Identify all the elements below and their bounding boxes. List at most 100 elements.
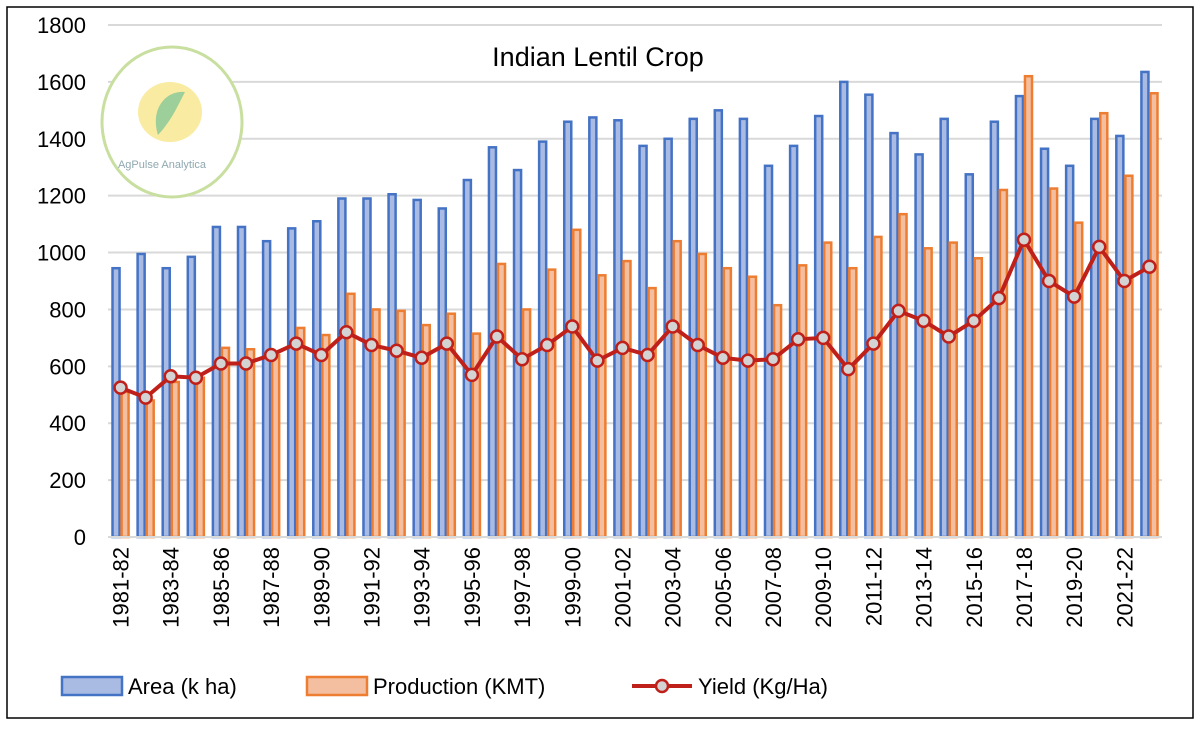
yield-point [966, 313, 982, 329]
bar-area [1140, 70, 1150, 539]
bar-area [236, 225, 247, 539]
x-tick-label: 2003-04 [661, 547, 686, 628]
bar-production [722, 266, 733, 539]
bar-area [688, 117, 698, 539]
bar-production [998, 188, 1009, 539]
bar-area [989, 120, 1000, 539]
bar-area [613, 119, 623, 539]
bar-area [211, 225, 222, 539]
bar-area [663, 137, 673, 539]
x-tick-label: 2011-12 [861, 547, 886, 626]
yield-point [1066, 289, 1082, 304]
x-tick-label: 1997-98 [510, 547, 535, 628]
yield-point [765, 351, 781, 367]
bar-area [839, 80, 849, 539]
x-tick-label: 1999-00 [560, 547, 585, 628]
bar-area [261, 239, 272, 539]
bar-production [948, 241, 958, 539]
legend-swatch [60, 675, 124, 697]
yield-point [1041, 273, 1057, 289]
yield-point [238, 356, 254, 371]
x-tick-label: 1989-90 [309, 547, 334, 628]
yield-point [188, 370, 204, 385]
yield-point [565, 319, 580, 334]
bar-area [362, 197, 372, 539]
legend-marker [654, 678, 670, 694]
x-tick-label: 1981-82 [109, 547, 134, 628]
legend: Area (k ha) Production (KMT) Yield (Kg/Ha) [60, 674, 828, 699]
bar-area [1039, 147, 1050, 539]
bar-production [270, 353, 281, 539]
bar-production [145, 399, 155, 539]
bar-production [797, 264, 808, 539]
bar-area [1089, 117, 1100, 539]
yield-point [665, 319, 680, 334]
x-tick-label: 1993-94 [410, 547, 435, 628]
bar-production [1124, 174, 1134, 539]
bar-production [622, 259, 632, 539]
bar-production [1073, 221, 1084, 539]
yield-point [539, 337, 555, 353]
y-tick-label: 1800 [37, 13, 86, 38]
bar-production [898, 212, 908, 539]
bar-area [111, 266, 121, 539]
yield-point [1016, 232, 1032, 248]
bar-area [387, 192, 397, 539]
yield-point [1092, 239, 1107, 255]
y-tick-label: 600 [49, 354, 86, 379]
bar-production [697, 252, 708, 539]
yield-point [514, 351, 530, 367]
bar-production [295, 326, 306, 539]
y-tick-label: 200 [49, 468, 86, 493]
bar-production [772, 303, 783, 539]
bar-area [312, 220, 322, 539]
bar-area [186, 255, 197, 539]
bar-production [546, 268, 557, 539]
yield-point [640, 347, 655, 363]
x-tick-label: 2021-22 [1112, 547, 1137, 628]
bar-production [672, 239, 682, 539]
yield-point [941, 329, 956, 344]
bar-area [161, 266, 171, 539]
bar-production [195, 376, 206, 539]
yield-point [213, 356, 229, 371]
bar-area [462, 178, 473, 539]
bar-area [412, 198, 422, 539]
y-tick-label: 0 [74, 525, 86, 550]
y-tick-label: 1200 [37, 184, 86, 209]
yield-point [464, 367, 480, 383]
x-tick-label: 2013-14 [912, 547, 937, 628]
bar-area [813, 114, 824, 539]
yield-point [339, 324, 354, 340]
bar-production [496, 262, 507, 539]
bar-area [337, 197, 347, 539]
yield-point [891, 303, 906, 319]
yield-point [414, 350, 429, 366]
bar-production [1099, 111, 1109, 539]
bar-production [572, 228, 582, 539]
yield-point [615, 340, 630, 356]
y-tick-label: 1000 [37, 241, 86, 266]
legend-label: Yield (Kg/Ha) [698, 674, 828, 699]
x-tick-label: 2005-06 [711, 547, 736, 628]
logo: AgPulse Analytica [100, 45, 244, 199]
yield-point [389, 343, 404, 358]
bar-production [321, 333, 331, 539]
bar-area [713, 109, 724, 539]
bar-area [939, 117, 949, 539]
y-tick-label: 400 [49, 411, 86, 436]
x-tick-label: 1995-96 [460, 547, 485, 628]
yield-point [263, 347, 279, 363]
y-tick-label: 1400 [37, 127, 86, 152]
bar-area [588, 116, 598, 539]
y-tick-label: 800 [49, 297, 86, 322]
bar-production [923, 247, 933, 539]
bar-production [245, 348, 256, 539]
yield-point [439, 336, 455, 351]
bar-production [647, 286, 657, 539]
bar-production [1149, 92, 1159, 539]
bar-area [638, 144, 648, 539]
yield-point [790, 332, 806, 347]
bar-production [747, 275, 758, 539]
